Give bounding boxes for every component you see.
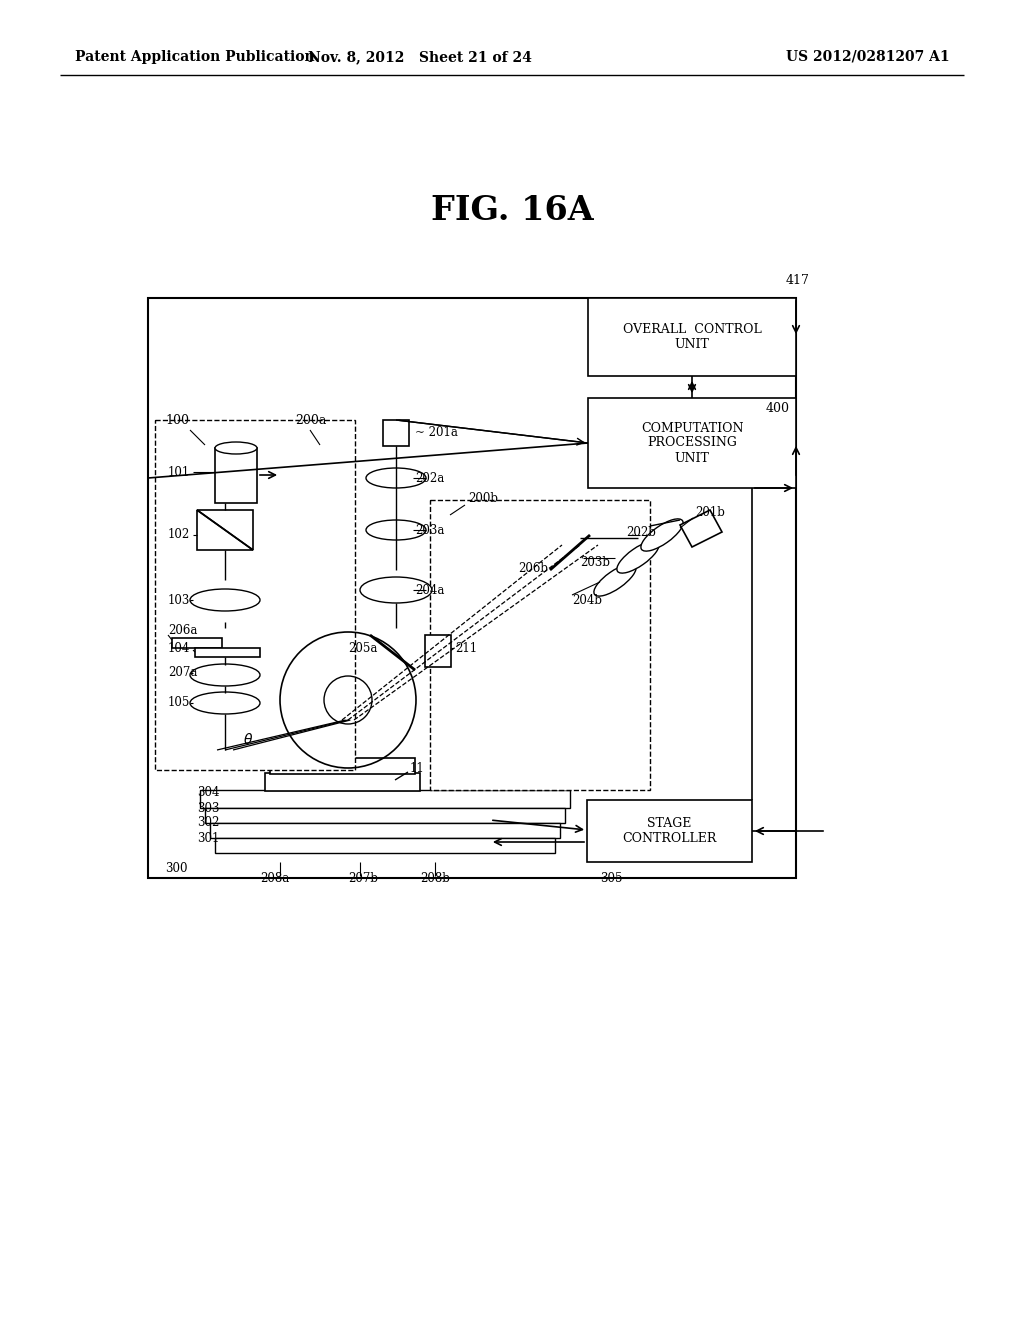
Ellipse shape [190,589,260,611]
Bar [430,500,650,789]
Ellipse shape [366,520,426,540]
Bar [588,298,796,376]
Text: US 2012/0281207 A1: US 2012/0281207 A1 [786,50,950,63]
Bar [270,758,415,774]
Text: 203a: 203a [415,524,444,536]
Bar [200,789,570,808]
Text: 202a: 202a [415,471,444,484]
Text: 204a: 204a [415,583,444,597]
Text: 204b: 204b [572,594,602,606]
Text: 11: 11 [410,762,425,775]
Bar [215,447,257,503]
Text: COMPUTATION
PROCESSING
UNIT: COMPUTATION PROCESSING UNIT [641,421,743,465]
Bar [587,800,752,862]
Bar [383,420,409,446]
Text: 207a: 207a [168,667,198,680]
Bar [425,635,451,667]
Text: 103: 103 [168,594,190,606]
Text: $\theta$: $\theta$ [243,733,253,747]
Text: 417: 417 [786,273,810,286]
Text: 102: 102 [168,528,190,541]
Text: 207b: 207b [348,871,378,884]
Text: 105: 105 [168,697,190,710]
Text: OVERALL  CONTROL
UNIT: OVERALL CONTROL UNIT [623,323,762,351]
Text: Nov. 8, 2012   Sheet 21 of 24: Nov. 8, 2012 Sheet 21 of 24 [308,50,531,63]
Text: 300: 300 [165,862,187,874]
Text: 302: 302 [197,817,219,829]
Ellipse shape [616,541,659,573]
Text: 200a: 200a [295,413,327,426]
Ellipse shape [594,564,636,597]
Ellipse shape [190,692,260,714]
Ellipse shape [360,577,432,603]
Bar [148,298,796,878]
Bar [155,420,355,770]
Text: Patent Application Publication: Patent Application Publication [75,50,314,63]
Text: 301: 301 [197,832,219,845]
Bar [215,838,555,853]
Text: FIG. 16A: FIG. 16A [431,194,593,227]
Text: 400: 400 [766,401,790,414]
Text: 206b: 206b [518,561,548,574]
Text: 101: 101 [168,466,190,479]
Ellipse shape [190,664,260,686]
Text: 303: 303 [197,801,219,814]
Bar [210,822,560,838]
Text: 104: 104 [168,642,190,655]
Ellipse shape [215,442,257,454]
Text: 208a: 208a [260,871,289,884]
Text: 203b: 203b [580,556,610,569]
Polygon shape [680,510,722,546]
Text: 202b: 202b [626,525,656,539]
Text: 201b: 201b [695,506,725,519]
Bar [195,648,260,657]
Text: 211: 211 [455,642,477,655]
Text: STAGE
CONTROLLER: STAGE CONTROLLER [623,817,717,845]
Text: 206a: 206a [168,623,198,636]
Bar [265,774,420,791]
Text: 200b: 200b [468,491,498,504]
Bar [588,399,796,488]
Ellipse shape [641,519,683,552]
Ellipse shape [366,469,426,488]
Text: 305: 305 [600,871,623,884]
Text: 208b: 208b [420,871,450,884]
Text: ~ 201a: ~ 201a [415,425,458,438]
Bar [205,808,565,822]
Text: 304: 304 [197,787,219,800]
Text: 100: 100 [165,413,189,426]
Bar [172,638,222,648]
Text: 205a: 205a [348,642,378,655]
